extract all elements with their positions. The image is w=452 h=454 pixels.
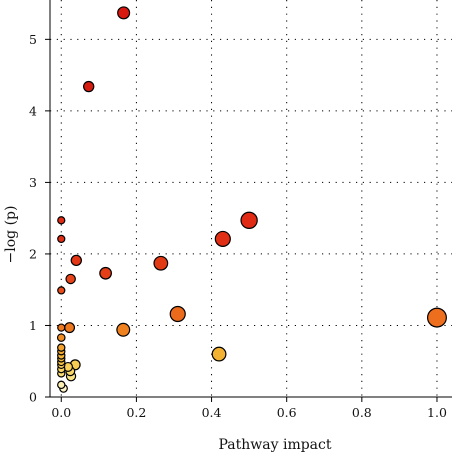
data-point <box>426 307 447 328</box>
y-tick-label: 2 <box>29 246 37 261</box>
data-point <box>153 255 169 271</box>
data-point <box>99 266 112 280</box>
x-axis-ticks: 0.0 0.2 0.4 0.6 0.8 1.0 <box>51 397 447 420</box>
data-point <box>83 80 95 93</box>
data-point <box>240 211 258 230</box>
data-point <box>57 343 66 352</box>
y-tick-label: 0 <box>29 390 37 405</box>
x-tick-label: 0.6 <box>277 405 297 420</box>
y-tick-label: 4 <box>29 103 37 118</box>
y-tick-label: 5 <box>29 32 37 47</box>
x-tick-label: 0.8 <box>352 405 372 420</box>
data-point <box>211 346 227 362</box>
data-point <box>57 286 66 295</box>
data-point <box>57 323 66 332</box>
data-point <box>214 230 231 248</box>
y-tick-label: 1 <box>29 318 37 333</box>
data-point <box>64 322 76 334</box>
x-tick-label: 0.0 <box>51 405 71 420</box>
x-tick-label: 1.0 <box>427 405 447 420</box>
y-axis-ticks: 0 1 2 3 4 5 <box>29 32 50 405</box>
axes <box>49 0 452 398</box>
data-point <box>65 273 76 285</box>
y-axis-title: −log (p) <box>3 206 19 264</box>
data-point <box>56 333 66 342</box>
data-point <box>116 322 131 337</box>
data-point <box>117 6 131 20</box>
data-points <box>56 6 447 393</box>
data-point <box>169 305 186 323</box>
data-point <box>57 234 66 244</box>
x-tick-label: 0.2 <box>126 405 146 420</box>
x-tick-label: 0.4 <box>202 405 222 420</box>
x-axis-title: Pathway impact <box>219 437 332 453</box>
data-point <box>57 380 66 390</box>
data-point <box>70 254 82 267</box>
data-point <box>57 216 66 225</box>
y-tick-label: 3 <box>29 175 37 190</box>
grid-lines <box>50 0 452 398</box>
